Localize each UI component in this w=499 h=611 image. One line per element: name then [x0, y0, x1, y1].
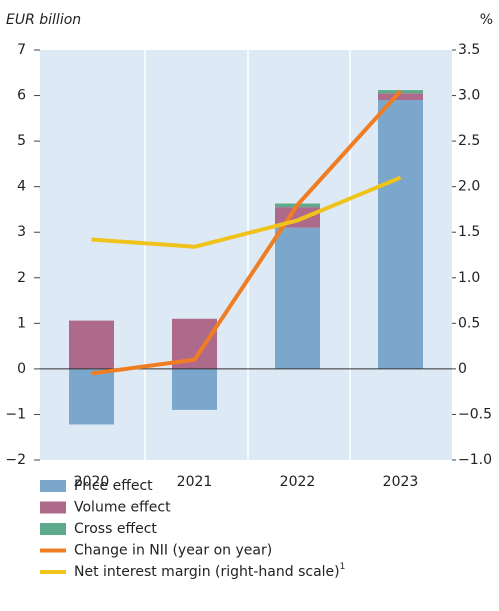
line: [91, 89, 402, 376]
legend-text: Price effect: [74, 478, 153, 494]
y-tick-label: −1: [5, 406, 26, 422]
y2-tick-label: 0: [458, 361, 467, 377]
y2-tick-label: −1.0: [458, 452, 492, 468]
legend-swatch: [40, 501, 66, 514]
bar-segment: [172, 368, 217, 410]
y2-tick-label: 1.5: [458, 224, 480, 240]
legend-swatch: [40, 570, 66, 574]
y-tick-label: 4: [17, 179, 26, 195]
y-tick-label: −2: [5, 452, 26, 468]
legend-label: Net interest margin (right-hand scale)1: [74, 562, 345, 581]
y2-tick-label: 2.5: [458, 133, 480, 149]
bar-segment: [378, 93, 423, 101]
y-tick-label: 6: [17, 88, 26, 104]
y-tick-label: 1: [17, 315, 26, 331]
legend-label: Volume effect: [74, 500, 171, 516]
legend-swatch: [40, 548, 66, 553]
legend-swatch: [40, 523, 66, 535]
y2-tick-label: 1.0: [458, 270, 480, 286]
legend-swatch: [40, 480, 66, 492]
y-tick-label: 3: [17, 224, 26, 240]
line: [91, 175, 402, 249]
legend-label: Cross effect: [74, 521, 157, 537]
bar-segment: [69, 368, 114, 425]
x-tick-label: 2023: [383, 474, 419, 490]
legend-label: Price effect: [74, 478, 153, 494]
y2-tick-label: 3.5: [458, 42, 480, 58]
x-tick-label: 2022: [280, 474, 316, 490]
legend-text: Net interest margin (right-hand scale): [74, 564, 340, 580]
x-tick-label: 2021: [177, 474, 213, 490]
y-axis-label: EUR billion: [6, 12, 81, 28]
y2-tick-label: 3.0: [458, 88, 480, 104]
y-tick-label: 7: [17, 42, 26, 58]
bar-segment: [275, 227, 320, 369]
y2-tick-label: 0.5: [458, 315, 480, 331]
footnote-marker: 1: [340, 562, 346, 572]
y2-tick-label: −0.5: [458, 406, 492, 422]
legend-text: Volume effect: [74, 500, 171, 516]
bar-segment: [69, 320, 114, 369]
bar-segment: [378, 100, 423, 369]
legend-text: Cross effect: [74, 521, 157, 537]
y2-tick-label: 2.0: [458, 179, 480, 195]
y-tick-label: 2: [17, 270, 26, 286]
legend-text: Change in NII (year on year): [74, 543, 272, 559]
x-tick-label: 2020: [74, 474, 110, 490]
y-tick-label: 5: [17, 133, 26, 149]
y2-axis-label: %: [480, 12, 493, 28]
legend-label: Change in NII (year on year): [74, 543, 272, 559]
y-tick-label: 0: [17, 361, 26, 377]
